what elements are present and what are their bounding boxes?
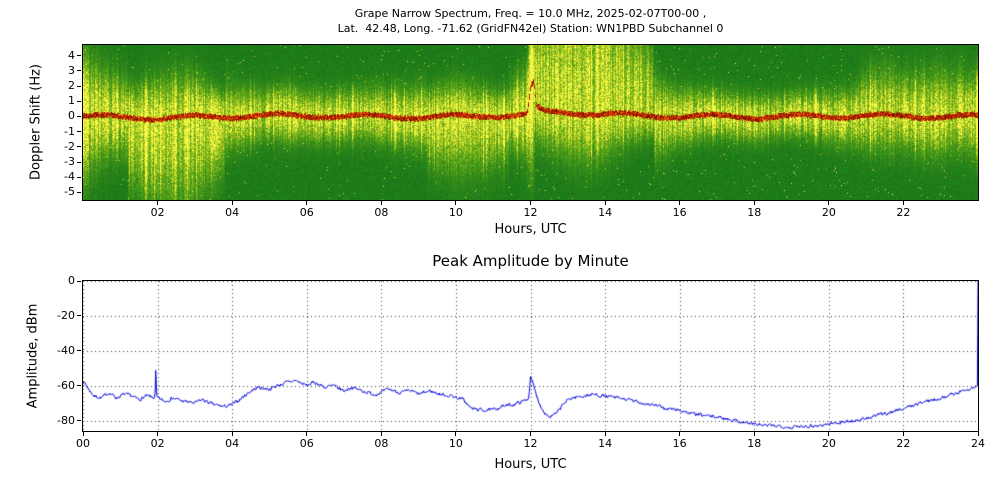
amplitude-x-tick-label: 14 — [598, 437, 613, 450]
amplitude-y-tick-mark — [77, 315, 81, 317]
spectrogram-y-tick-mark — [77, 161, 81, 163]
spectrogram-y-tick-label: -5 — [64, 185, 75, 199]
spectrogram-y-tick-label: 4 — [68, 48, 75, 62]
spectrogram-x-tick-label: 16 — [672, 206, 687, 219]
spectrogram-x-tick-label: 08 — [374, 206, 389, 219]
amplitude-x-tick-label: 20 — [821, 437, 836, 450]
spectrogram-x-tick-label: 06 — [299, 206, 314, 219]
spectrogram-y-tick-label: 0 — [68, 109, 75, 123]
spectrogram-y-tick-mark — [77, 70, 81, 72]
spectrogram-y-tick-label: -2 — [64, 139, 75, 153]
spectrogram-y-tick-mark — [77, 146, 81, 148]
amplitude-x-tick-mark — [604, 432, 606, 436]
spectrogram-x-tick-label: 20 — [821, 206, 836, 219]
amplitude-y-tick-label: 0 — [68, 274, 75, 287]
amplitude-x-tick-mark — [157, 432, 159, 436]
amplitude-x-tick-mark — [828, 432, 830, 436]
spectrogram-y-tick-label: -3 — [64, 155, 75, 168]
amplitude-x-tick-mark — [753, 432, 755, 436]
spectrogram-xlabel: Hours, UTC — [494, 222, 567, 237]
spectrogram-x-tick-label: 02 — [150, 206, 165, 219]
spectrogram-y-tick-label: 3 — [68, 63, 75, 77]
amplitude-x-tick-mark — [977, 432, 979, 436]
spectrogram-y-tick-mark — [77, 85, 81, 87]
amplitude-title: Peak Amplitude by Minute — [432, 252, 629, 270]
spectrogram-x-tick-mark — [157, 201, 159, 205]
amplitude-x-tick-mark — [679, 432, 681, 436]
spectrogram-x-tick-mark — [604, 201, 606, 205]
amplitude-x-tick-label: 22 — [896, 437, 911, 450]
amplitude-x-tick-mark — [530, 432, 531, 436]
spectrogram-x-tick-label: 22 — [896, 206, 911, 219]
spectrogram-y-tick-mark — [77, 100, 81, 102]
amplitude-x-tick-mark — [380, 432, 382, 436]
spectrogram-x-tick-mark — [231, 201, 233, 205]
spectrogram-x-tick-label: 04 — [225, 206, 240, 219]
spectrogram-x-tick-mark — [380, 201, 382, 205]
spectrogram-x-tick-mark — [455, 201, 457, 205]
spectrogram-x-tick-mark — [828, 201, 830, 205]
spectrogram-y-tick-label: -4 — [64, 170, 75, 184]
amplitude-x-tick-label: 04 — [225, 437, 240, 450]
amplitude-x-tick-mark — [455, 432, 457, 436]
amplitude-x-tick-mark — [231, 432, 233, 436]
spectrogram-plot — [82, 44, 979, 201]
amplitude-x-tick-label: 18 — [747, 437, 762, 450]
spectrogram-y-tick-mark — [77, 131, 81, 133]
amplitude-x-tick-mark — [902, 432, 904, 436]
spectrogram-y-tick-mark — [77, 55, 81, 57]
amplitude-xlabel: Hours, UTC — [494, 457, 567, 472]
amplitude-x-tick-label: 00 — [76, 437, 90, 450]
amplitude-x-tick-label: 02 — [150, 437, 165, 450]
spectrogram-x-tick-mark — [306, 201, 308, 205]
spectrogram-x-tick-mark — [530, 201, 531, 205]
spectrogram-x-tick-mark — [753, 201, 755, 205]
amplitude-x-tick-label: 12 — [523, 437, 538, 450]
amplitude-y-tick-mark — [77, 280, 81, 282]
amplitude-y-tick-label: -60 — [57, 378, 75, 392]
spectrogram-x-tick-label: 12 — [523, 206, 538, 219]
spectrogram-x-tick-mark — [679, 201, 681, 205]
amplitude-x-tick-label: 24 — [971, 437, 985, 450]
amplitude-y-tick-mark — [77, 350, 81, 352]
amplitude-x-tick-label: 10 — [448, 437, 463, 450]
amplitude-y-tick-label: -40 — [57, 343, 75, 357]
amplitude-x-tick-mark — [306, 432, 308, 436]
spectrogram-title-line2: Lat. 42.48, Long. -71.62 (GridFN42el) St… — [337, 22, 724, 35]
spectrogram-y-tick-mark — [77, 176, 81, 178]
spectrogram-x-tick-mark — [902, 201, 904, 205]
spectrogram-x-tick-label: 14 — [598, 206, 613, 219]
amplitude-x-tick-label: 16 — [672, 437, 687, 450]
spectrogram-title-line1: Grape Narrow Spectrum, Freq. = 10.0 MHz,… — [354, 7, 707, 20]
spectrogram-y-tick-mark — [77, 191, 81, 193]
spectrogram-y-tick-label: -1 — [64, 124, 75, 138]
spectrogram-x-tick-label: 18 — [747, 206, 762, 219]
spectrogram-y-tick-label: 2 — [68, 79, 75, 93]
amplitude-plot — [82, 280, 979, 432]
amplitude-x-tick-mark — [82, 432, 84, 436]
amplitude-x-tick-label: 08 — [374, 437, 389, 450]
amplitude-y-tick-mark — [77, 385, 81, 387]
amplitude-y-tick-mark — [77, 420, 81, 422]
spectrogram-y-tick-label: 1 — [68, 94, 75, 108]
amplitude-x-tick-label: 06 — [299, 437, 314, 450]
amplitude-y-tick-label: -20 — [57, 308, 75, 322]
spectrogram-y-tick-mark — [77, 115, 81, 117]
spectrogram-x-tick-label: 10 — [448, 206, 463, 219]
amplitude-y-tick-label: -80 — [57, 413, 75, 427]
